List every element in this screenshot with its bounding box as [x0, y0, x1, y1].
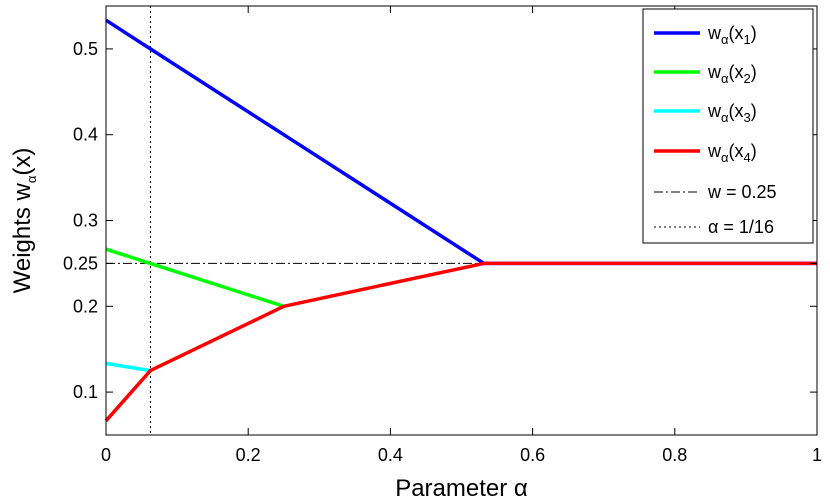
reference-lines: [106, 6, 817, 435]
x-tick-label: 0.6: [520, 445, 545, 465]
y-tick-label: 0.3: [73, 211, 98, 231]
legend-label-3: wα(x3): [707, 101, 757, 125]
x-tick-label: 1: [812, 445, 822, 465]
legend-label-1: wα(x1): [707, 23, 757, 47]
legend-label-4: wα(x4): [707, 141, 757, 165]
x-axis-label: Parameter α: [395, 475, 528, 501]
series-line-x2: [105, 247, 285, 308]
x-tick-label: 0: [101, 445, 111, 465]
y-tick-label: 0.1: [73, 382, 98, 402]
y-axis-label: Weights wα(x): [9, 148, 39, 294]
x-tick-label: 0.2: [236, 445, 261, 465]
y-axis-label-tail: (x): [9, 148, 36, 176]
y-tick-label: 0.25: [63, 253, 98, 273]
legend: wα(x1) wα(x2) wα(x3) wα(x4) w = 0.25 α = 1/16: [642, 8, 814, 244]
y-tick-label: 0.2: [73, 296, 98, 316]
legend-label-6: α = 1/16: [708, 217, 774, 237]
x-tick-label: 0.4: [378, 445, 403, 465]
y-axis-label-main: Weights w: [9, 182, 36, 293]
legend-box: [642, 8, 814, 244]
y-tick-label: 0.4: [73, 125, 98, 145]
series-group: [104, 18, 817, 422]
legend-label-2: wα(x2): [707, 62, 757, 86]
legend-label-5: w = 0.25: [707, 182, 777, 202]
axis-ticks: 0 0.2 0.4 0.6 0.8 1 0.1 0.2 0.25 0.3 0.4 0.5: [63, 6, 822, 465]
x-tick-label: 0.8: [662, 445, 687, 465]
y-tick-label: 0.5: [73, 39, 98, 59]
series-line-x3: [105, 361, 151, 373]
series-line-x4: [104, 261, 817, 422]
y-axis-label-sub: α: [24, 175, 39, 183]
